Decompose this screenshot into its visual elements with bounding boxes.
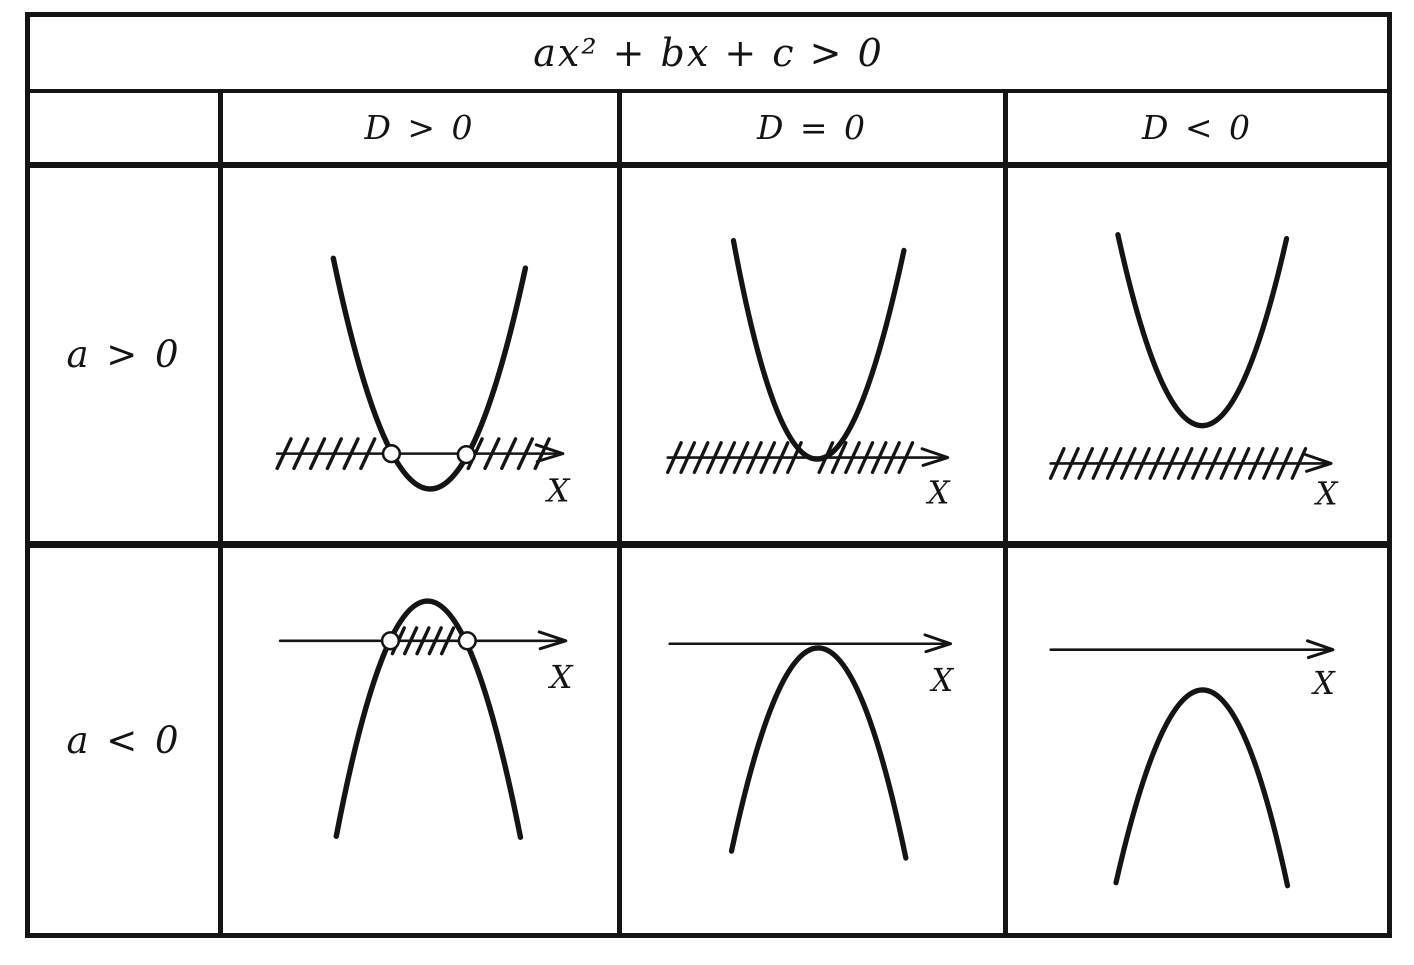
parabola-curve (728, 645, 909, 861)
parabola-diagram: X (668, 633, 956, 861)
inequality-case-table: ax² + bx + c > 0 D > 0 D = 0 D < 0 a > 0… (25, 12, 1392, 938)
graph-cell-a-pos-d-zero: X (617, 168, 1003, 548)
root-open-circle (457, 631, 477, 651)
parabola-curve (333, 598, 524, 840)
table-title: ax² + bx + c > 0 (30, 17, 1387, 93)
root-open-circle (381, 444, 402, 464)
parabola-curve (330, 255, 529, 492)
x-axis-arrowhead (923, 633, 953, 654)
header-cell-d-positive: D > 0 (218, 93, 617, 168)
row-label-a-positive: a > 0 (30, 168, 218, 548)
x-axis-arrowhead (534, 443, 565, 463)
parabola-curve (730, 237, 907, 462)
parabola-diagram: X (666, 237, 952, 512)
parabola-diagram: X (1049, 639, 1337, 889)
header-cell-d-negative: D < 0 (1003, 93, 1387, 168)
parabola-diagram: X (1048, 232, 1339, 513)
x-axis-arrowhead (1304, 453, 1333, 473)
root-open-circle (380, 631, 401, 651)
x-axis-label: X (1314, 476, 1339, 513)
graph-cell-a-neg-d-neg: X (1003, 548, 1387, 933)
parabola-diagram: X (275, 255, 571, 510)
x-axis-label: X (547, 660, 574, 696)
x-axis-arrowhead (537, 630, 568, 651)
x-axis-label: X (930, 663, 956, 700)
parabola-diagram: X (278, 598, 574, 840)
x-axis-arrowhead (920, 447, 950, 467)
row-label-a-negative: a < 0 (30, 548, 218, 933)
parabola-curve (1115, 232, 1290, 429)
header-cell-empty (30, 93, 218, 168)
x-axis-label: X (1311, 666, 1336, 703)
parabola-curve (1113, 687, 1291, 889)
x-axis-arrowhead (1305, 639, 1335, 660)
graph-cell-a-pos-d-neg: X (1003, 168, 1387, 548)
root-open-circle (456, 445, 476, 465)
header-cell-d-zero: D = 0 (617, 93, 1003, 168)
graph-cell-a-neg-d-zero: X (617, 548, 1003, 933)
graph-cell-a-neg-d-pos: X (218, 548, 617, 933)
x-axis-label: X (926, 475, 952, 512)
graph-cell-a-pos-d-pos: X (218, 168, 617, 548)
x-axis-label: X (544, 474, 571, 510)
